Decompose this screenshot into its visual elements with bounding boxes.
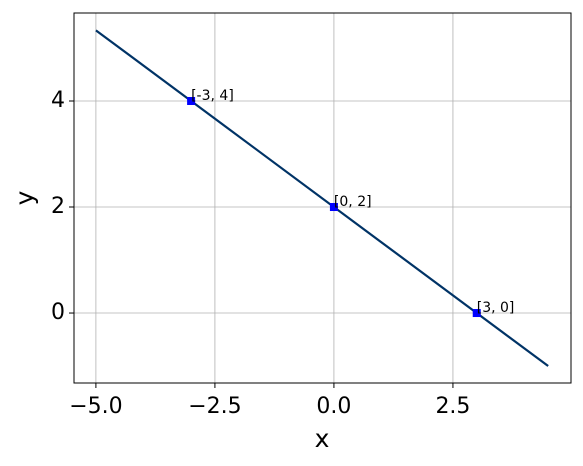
point-label: [-3, 4] (191, 88, 234, 104)
y-axis-label: y (10, 190, 39, 205)
x-axis-label: x (315, 424, 330, 453)
x-tick-label: −2.5 (188, 394, 241, 419)
y-tick-label: 2 (51, 194, 65, 219)
point (329, 203, 338, 212)
x-tick-label: 0.0 (316, 394, 351, 419)
point (187, 96, 196, 105)
x-tick-label: 2.5 (435, 394, 470, 419)
y-tick-label: 4 (51, 88, 65, 113)
point-label: [0, 2] (334, 194, 372, 210)
y-tick-label: 0 (51, 300, 65, 325)
point (472, 309, 481, 318)
point-label: [3, 0] (477, 300, 515, 316)
x-tick-label: −5.0 (69, 394, 122, 419)
plot-frame (73, 12, 572, 384)
